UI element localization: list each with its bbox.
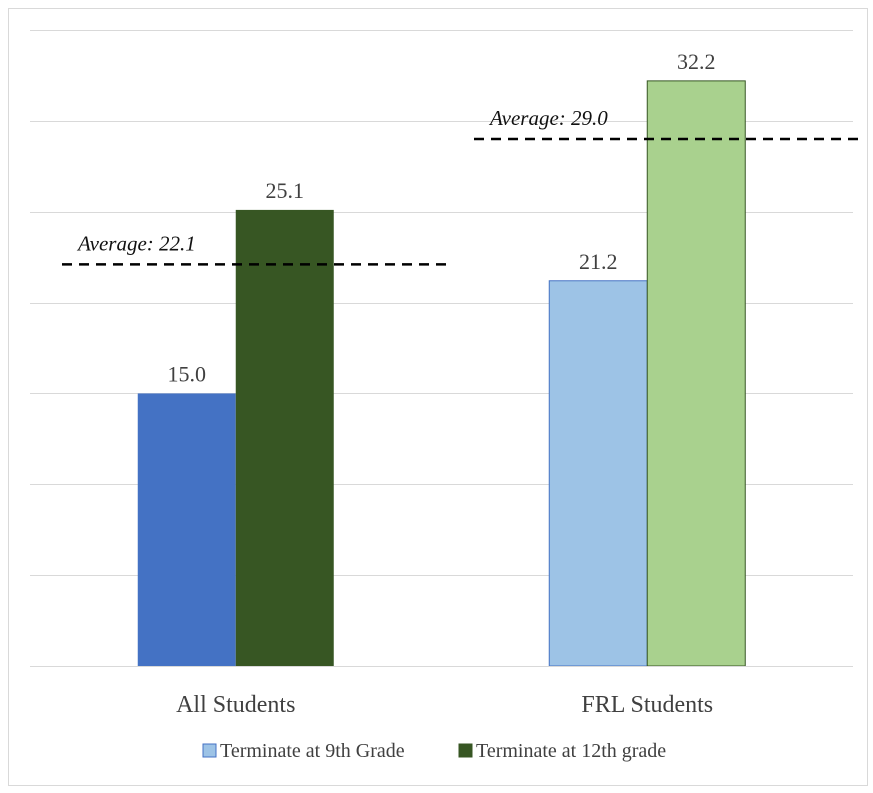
bar-ninth-grade-frl-students bbox=[548, 280, 648, 667]
bars bbox=[137, 80, 746, 667]
data-label: 32.2 bbox=[677, 49, 716, 74]
data-label: 15.0 bbox=[168, 361, 207, 386]
legend: Terminate at 9th Grade Terminate at 12th … bbox=[202, 740, 666, 762]
category-labels: All Students FRL Students bbox=[176, 692, 713, 718]
data-labels: 15.0 25.1 21.2 32.2 bbox=[168, 49, 716, 387]
bar-ninth-grade-all-students bbox=[137, 393, 236, 666]
bar-twelfth-grade-frl-students bbox=[646, 80, 746, 667]
average-label: Average: 22.1 bbox=[76, 231, 196, 255]
x-tick-label: All Students bbox=[176, 692, 295, 718]
bar-twelfth-grade-all-students bbox=[235, 209, 334, 666]
legend-label: Terminate at 9th Grade bbox=[220, 740, 405, 762]
data-label: 25.1 bbox=[266, 178, 305, 203]
data-label: 21.2 bbox=[579, 249, 618, 274]
legend-swatch bbox=[202, 743, 217, 758]
legend-swatch bbox=[458, 743, 473, 758]
legend-label: Terminate at 12th grade bbox=[476, 740, 666, 762]
average-label: Average: 29.0 bbox=[488, 106, 608, 130]
average-lines: Average: 22.1 Average: 29.0 bbox=[62, 106, 858, 266]
x-tick-label: FRL Students bbox=[581, 692, 713, 718]
